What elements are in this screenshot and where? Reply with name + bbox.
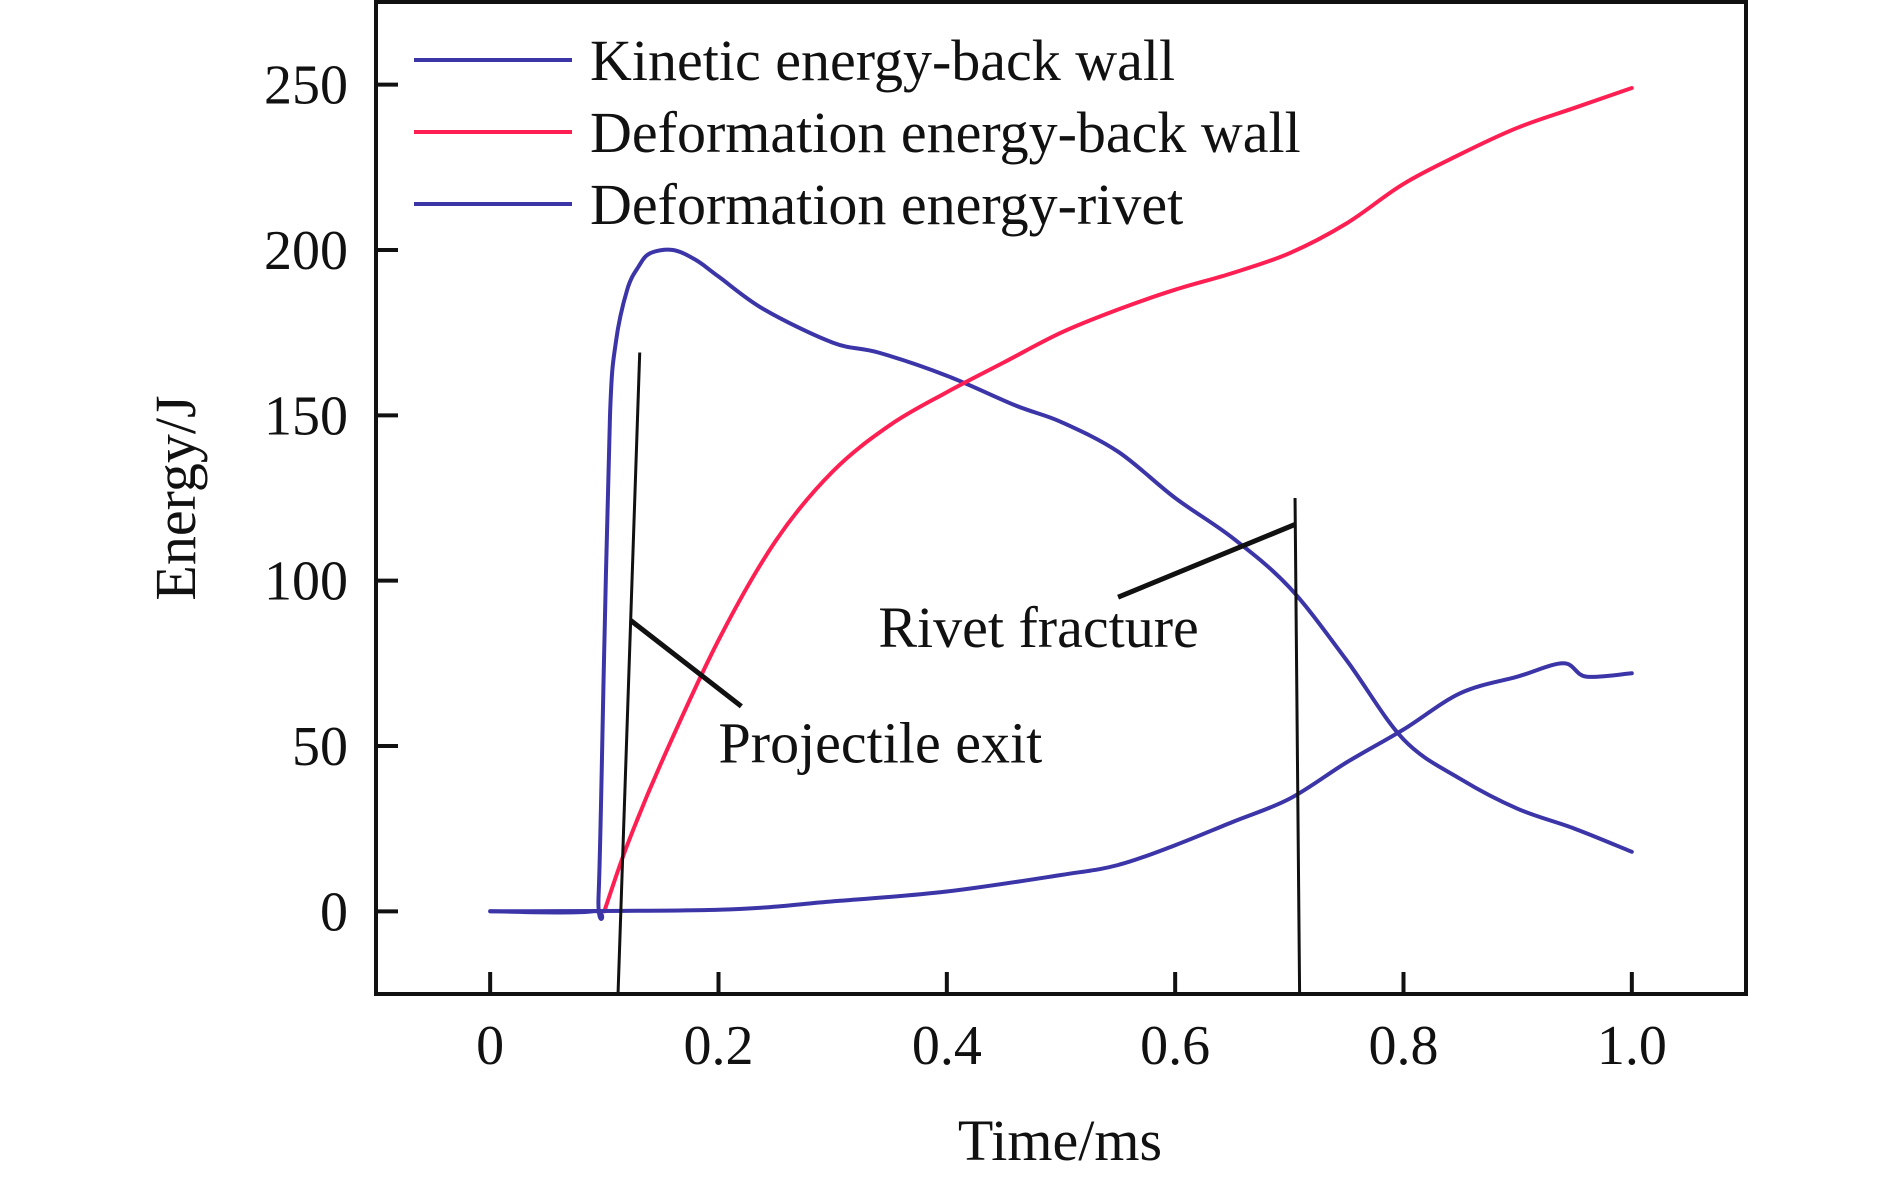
legend: Kinetic energy-back wall Deformation ener… [414,28,1301,237]
legend-label: Kinetic energy-back wall [590,28,1175,93]
series-layer [488,86,1634,921]
x-tick-label: 0.6 [1140,1015,1210,1077]
y-axis-label: Energy/J [143,395,208,600]
y-tick-label: 200 [264,220,348,282]
legend-label: Deformation energy-rivet [590,172,1183,237]
deformation-energy-back-wall-line [602,86,1634,914]
rivet-fracture-label: Rivet fracture [878,595,1198,660]
legend-item-deformation-energy-rivet: Deformation energy-rivet [414,172,1183,237]
legend-item-deformation-energy-back-wall: Deformation energy-back wall [414,100,1301,165]
x-tick-label: 0.2 [684,1015,754,1077]
x-tick-label: 0.4 [912,1015,982,1077]
legend-item-kinetic-energy-back-wall: Kinetic energy-back wall [414,28,1175,93]
x-axis-ticks: 0 0.2 0.4 0.6 0.8 1.0 [476,972,1667,1077]
kinetic-energy-back-wall-line [488,247,1634,921]
plot-frame [374,0,1748,996]
x-axis-label: Time/ms [958,1108,1162,1173]
x-tick-label: 1.0 [1597,1015,1667,1077]
y-tick-label: 150 [264,385,348,447]
rivet-fracture-leader-line [1117,522,1296,600]
deformation-energy-rivet-line [488,661,1634,914]
projectile-exit-marker-line [616,352,642,995]
y-tick-label: 250 [264,55,348,117]
x-tick-label: 0 [476,1015,504,1077]
x-tick-label: 0.8 [1369,1015,1439,1077]
projectile-exit-leader-line [629,618,743,709]
annotation-layer: Projectile exit Rivet fracture [616,352,1302,995]
y-axis-ticks: 0 50 100 150 200 250 [264,55,398,943]
y-tick-label: 0 [320,881,348,943]
y-tick-label: 50 [292,716,348,778]
rivet-fracture-marker-line [1293,497,1302,995]
y-tick-label: 100 [264,551,348,613]
legend-label: Deformation energy-back wall [590,100,1301,165]
projectile-exit-label: Projectile exit [719,711,1043,776]
